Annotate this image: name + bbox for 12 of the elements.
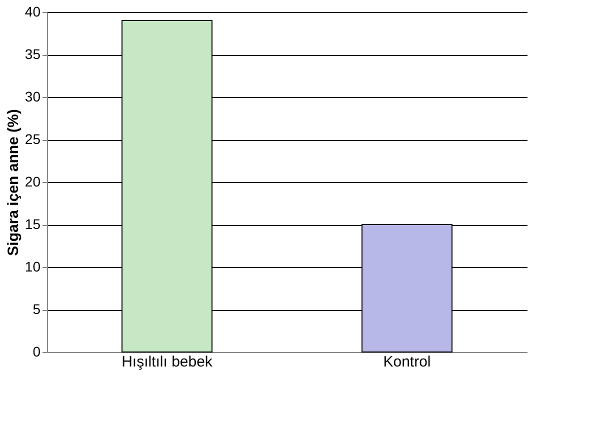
y-tick-label: 10: [24, 258, 41, 274]
y-tick-label: 15: [24, 216, 41, 232]
y-tick-label: 40: [24, 4, 41, 20]
y-tick-label: 0: [32, 344, 41, 360]
x-tick-label: Hışıltılı bebek: [122, 354, 213, 370]
y-tick-label: 25: [24, 131, 41, 147]
y-tick-label: 20: [24, 174, 41, 190]
x-tick-label: Kontrol: [383, 354, 431, 370]
y-tick-label: 35: [24, 46, 41, 62]
y-axis-title: Sigara içen anne (%): [4, 109, 22, 256]
y-tick-label: 30: [24, 88, 41, 104]
y-tick-label: 5: [32, 301, 41, 317]
